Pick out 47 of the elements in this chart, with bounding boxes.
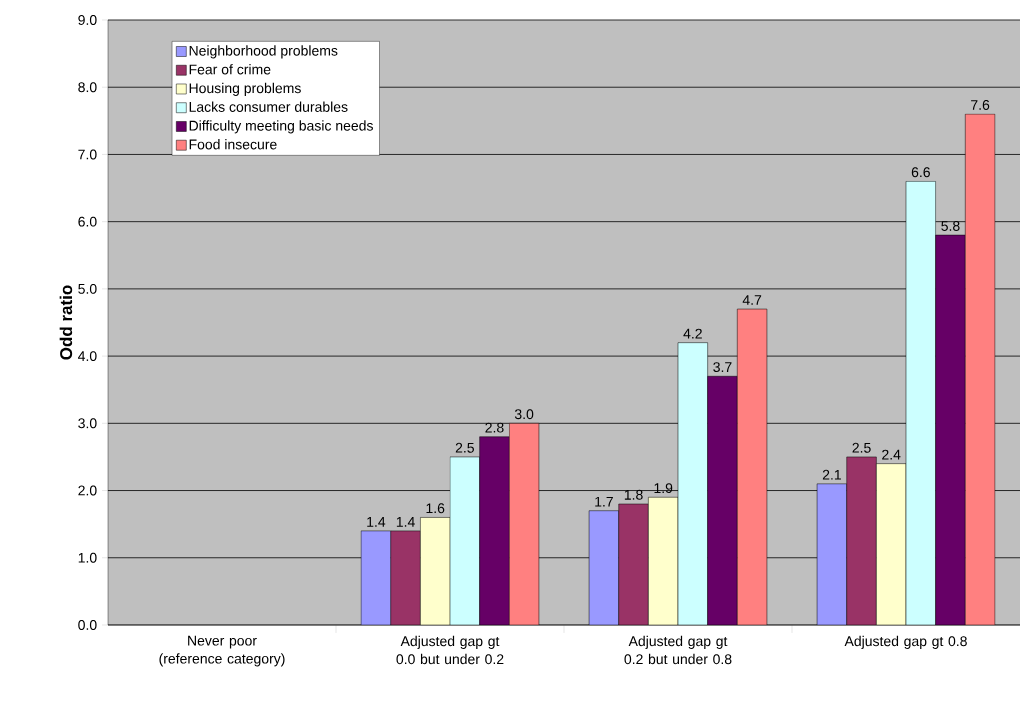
data-label: 1.6 — [426, 503, 445, 514]
data-label: 4.7 — [742, 295, 762, 305]
data-label: 3.7 — [713, 362, 732, 373]
y-tick-label: 8.0 — [78, 82, 97, 93]
y-tick-label: 7.0 — [78, 149, 97, 160]
data-label: 2.5 — [455, 442, 474, 453]
bar — [816, 483, 847, 625]
bar — [390, 530, 421, 625]
data-label: 5.8 — [941, 220, 960, 231]
legend-label: Housing problems — [189, 82, 301, 96]
legend-label: Food insecure — [189, 139, 277, 150]
legend-label: Lacks consumer durables — [189, 101, 348, 112]
y-tick-label: 1.0 — [78, 552, 97, 563]
bar — [935, 234, 966, 625]
legend-label: Fear of crime — [189, 64, 271, 75]
x-tick-label: Adjusted gap gt 0.0 but under 0.2 — [396, 635, 504, 665]
y-tick-label: 6.0 — [78, 216, 97, 227]
bar — [618, 503, 649, 625]
x-tick-label: Adjusted gap gt 0.8 — [844, 635, 967, 649]
y-tick-label: 3.0 — [78, 418, 97, 429]
data-label: 2.4 — [882, 449, 901, 460]
data-label: 1.7 — [595, 496, 613, 507]
legend-label: Difficulty meeting basic needs — [189, 120, 373, 134]
data-label: 2.5 — [852, 442, 871, 453]
data-label: 3.0 — [514, 409, 534, 420]
data-label: 4.2 — [683, 328, 702, 339]
data-label: 6.6 — [911, 167, 930, 178]
bar — [479, 436, 510, 625]
y-tick-label: 5.0 — [78, 283, 97, 294]
bar — [361, 530, 391, 625]
y-axis-title: Odd ratio — [59, 285, 73, 360]
bar — [707, 376, 738, 625]
x-tick-label: Never poor (reference category) — [159, 635, 285, 667]
bar — [846, 456, 877, 625]
data-label: 2.1 — [822, 469, 841, 480]
y-tick-label: 2.0 — [78, 485, 97, 496]
data-label: 1.8 — [624, 489, 643, 500]
data-label: 1.4 — [396, 517, 415, 527]
data-label: 7.6 — [971, 99, 990, 110]
legend-label: Neighborhood problems — [189, 45, 338, 59]
y-tick-label: 9.0 — [78, 15, 97, 25]
y-tick-label: 0.0 — [78, 620, 97, 630]
x-tick-label: Adjusted gap gt 0.2 but under 0.8 — [624, 635, 732, 665]
data-label: 2.8 — [485, 422, 504, 433]
bar — [589, 510, 619, 625]
y-tick-label: 4.0 — [78, 351, 97, 362]
data-label: 1.4 — [367, 517, 386, 527]
